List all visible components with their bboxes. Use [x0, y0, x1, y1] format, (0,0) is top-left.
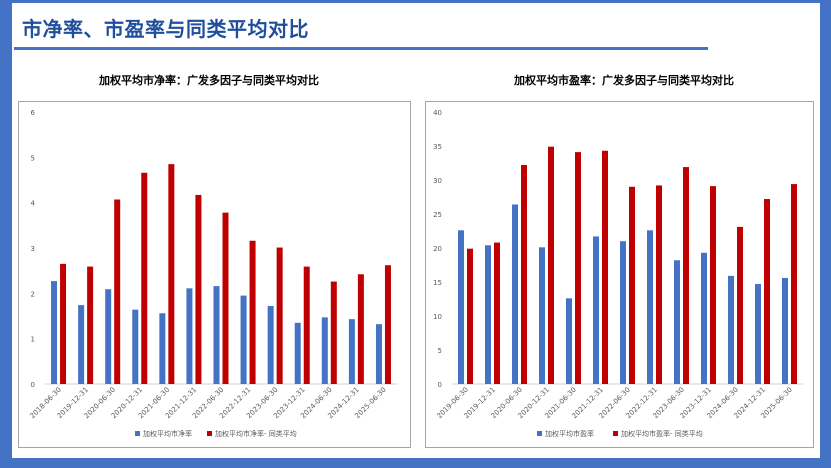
pe-bar-peer-avg: [737, 226, 743, 384]
pe-bar-peer-avg: [548, 146, 554, 384]
pb-ytick-label: 3: [31, 245, 35, 253]
pb-ytick-label: 0: [31, 381, 35, 389]
pe-chart-title: 加权平均市盈率：广发多因子与同类平均对比: [514, 74, 734, 87]
pb-ytick-label: 6: [31, 109, 36, 117]
pb-bar-fund: [348, 319, 355, 384]
pe-bar-fund: [458, 230, 464, 384]
pe-ytick-label: 25: [433, 211, 442, 219]
pb-chart-svg: 01234562018-06-302019-12-312020-06-30202…: [29, 109, 397, 438]
pb-bar-fund: [186, 288, 193, 384]
pb-ytick-label: 4: [31, 200, 36, 208]
pb-bar-peer-avg: [168, 164, 175, 384]
pb-bar-peer-avg: [195, 194, 202, 384]
pb-bar-fund: [267, 306, 274, 384]
pb-legend-swatch: [135, 431, 140, 436]
pb-bar-peer-avg: [114, 199, 121, 384]
pe-bar-peer-avg: [710, 186, 716, 384]
pb-bar-peer-avg: [141, 172, 148, 384]
pb-bar-fund: [51, 281, 58, 384]
pb-bar-fund: [159, 313, 166, 384]
pe-bar-fund: [620, 241, 626, 384]
title-underline: [14, 47, 708, 50]
pe-ytick-label: 0: [438, 381, 442, 389]
pe-bar-peer-avg: [602, 150, 608, 384]
pe-bar-peer-avg: [575, 152, 581, 384]
pb-bar-fund: [240, 295, 247, 384]
pb-ytick-label: 2: [31, 290, 35, 298]
pb-bar-fund: [105, 289, 112, 384]
pe-bar-fund: [728, 275, 734, 384]
pe-legend-swatch: [537, 431, 542, 436]
pe-ytick-label: 20: [433, 245, 442, 253]
pb-chart: 0 1 2 3 4 5 6 2018-06-30 2019-12-31 2020-06-30 202…: [18, 101, 411, 448]
pe-bar-fund: [674, 260, 680, 384]
pb-bar-fund: [375, 324, 382, 384]
pb-legend-label: 加权平均市净率- 同类平均: [215, 429, 297, 438]
pb-ytick-label: 1: [31, 336, 35, 344]
pe-chart-svg: 05101520253035402019-06-302019-12-312020…: [433, 109, 803, 438]
pe-bar-fund: [647, 230, 653, 384]
pb-bar-peer-avg: [357, 274, 364, 384]
pb-bar-peer-avg: [222, 212, 229, 384]
pb-bar-fund: [294, 322, 301, 384]
pb-bar-peer-avg: [384, 265, 391, 384]
pe-ytick-label: 40: [433, 109, 442, 117]
pe-bar-fund: [539, 247, 545, 384]
pe-bar-peer-avg: [764, 199, 770, 384]
pe-bar-peer-avg: [656, 185, 662, 384]
pe-ytick-label: 15: [433, 279, 442, 287]
pe-ytick-label: 5: [438, 347, 442, 355]
pe-bar-fund: [755, 284, 761, 384]
pe-bar-fund: [701, 252, 707, 384]
pe-legend-swatch: [613, 431, 618, 436]
pe-bar-peer-avg: [683, 167, 689, 384]
pe-bar-peer-avg: [791, 184, 797, 384]
page-title: 市净率、市盈率与同类平均对比: [22, 17, 309, 41]
pb-bar-fund: [78, 305, 85, 384]
pb-chart-title: 加权平均市净率：广发多因子与同类平均对比: [99, 74, 319, 87]
pb-legend-swatch: [207, 431, 212, 436]
pe-ytick-label: 35: [433, 143, 442, 151]
pe-bar-peer-avg: [521, 165, 527, 384]
pb-ytick-label: 5: [31, 154, 35, 162]
pb-bar-peer-avg: [276, 247, 283, 384]
pb-bar-peer-avg: [60, 263, 67, 384]
pe-bar-fund: [782, 277, 788, 384]
pe-ytick-label: 10: [433, 313, 442, 321]
pe-bar-fund: [566, 298, 572, 384]
pe-bar-fund: [485, 245, 491, 384]
pb-bar-peer-avg: [249, 240, 256, 384]
pb-bar-fund: [132, 309, 139, 384]
pe-bar-peer-avg: [629, 186, 635, 384]
pe-bar-fund: [593, 236, 599, 384]
pb-bar-peer-avg: [87, 266, 94, 384]
pe-ytick-label: 30: [433, 177, 442, 185]
pe-legend-label: 加权平均市盈率- 同类平均: [621, 429, 703, 438]
pb-bar-fund: [321, 317, 328, 384]
pe-chart: 0 5 10 15 20 25 30 35 40 2019-06-30 2019-12-31 2020…: [425, 101, 814, 448]
pb-bar-peer-avg: [303, 266, 310, 384]
pb-legend-label: 加权平均市净率: [143, 429, 192, 438]
pe-bar-peer-avg: [467, 248, 473, 384]
pb-bar-fund: [213, 286, 220, 384]
pe-bar-peer-avg: [494, 242, 500, 384]
pb-bar-peer-avg: [330, 281, 337, 384]
pe-legend-label: 加权平均市盈率: [545, 429, 594, 438]
pe-bar-fund: [512, 204, 518, 384]
